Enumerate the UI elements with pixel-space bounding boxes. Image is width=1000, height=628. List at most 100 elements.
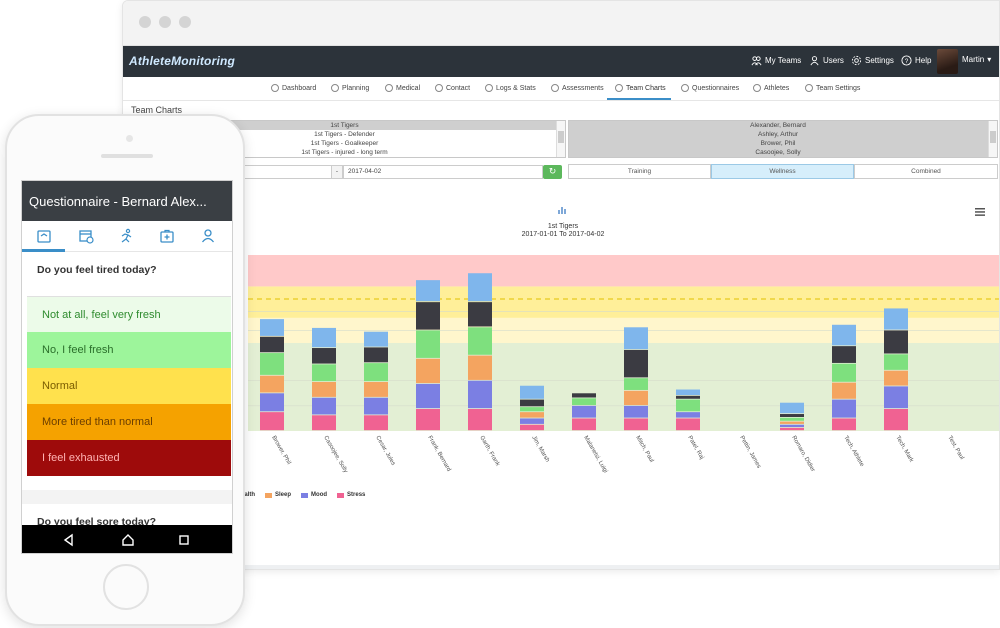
bar-segment[interactable] (312, 327, 336, 348)
medkit-icon[interactable] (159, 228, 175, 244)
nav-help[interactable]: ? Help (901, 55, 931, 66)
athlete-select-list[interactable]: Alexander, Bernard Ashley, Arthur Brower… (568, 120, 998, 158)
bar-segment[interactable] (884, 370, 908, 386)
back-icon[interactable] (62, 533, 76, 547)
tab-assessments[interactable]: Assessments (551, 84, 604, 92)
bar-segment[interactable] (520, 418, 544, 424)
bar-segment[interactable] (364, 415, 388, 431)
bar-segment[interactable] (624, 390, 648, 406)
bar-segment[interactable] (312, 397, 336, 415)
tab-medical[interactable]: Medical (385, 84, 420, 92)
team-option[interactable]: 1st Tigers (124, 121, 565, 130)
bar-segment[interactable] (780, 414, 804, 417)
answer-option[interactable]: Not at all, feel very fresh (27, 296, 231, 332)
segment-training[interactable]: Training (568, 164, 711, 179)
bar-segment[interactable] (780, 424, 804, 428)
tab-logs-stats[interactable]: Logs & Stats (485, 84, 536, 92)
bar-segment[interactable] (260, 353, 284, 375)
nav-settings[interactable]: Settings (851, 55, 894, 66)
bar-segment[interactable] (624, 327, 648, 350)
bar-segment[interactable] (572, 393, 596, 398)
bar-segment[interactable] (260, 319, 284, 336)
team-option[interactable]: 1st Tigers - Defender (314, 131, 375, 138)
bar-segment[interactable] (572, 405, 596, 418)
bar-segment[interactable] (260, 412, 284, 431)
segment-wellness[interactable]: Wellness (711, 164, 854, 179)
nav-users[interactable]: Users (809, 55, 844, 66)
bar-segment[interactable] (520, 412, 544, 418)
bar-segment[interactable] (312, 364, 336, 382)
date-to-input[interactable]: 2017-04-02 (343, 165, 543, 179)
tab-contact[interactable]: Contact (435, 84, 470, 92)
legend-item[interactable]: Stress (337, 492, 365, 498)
answer-option[interactable]: More tired than normal (27, 404, 231, 440)
bar-segment[interactable] (468, 355, 492, 380)
scale-icon[interactable] (36, 228, 52, 244)
window-close-dot[interactable] (139, 16, 151, 28)
athlete-option[interactable]: Ashley, Arthur (569, 130, 997, 139)
answer-option[interactable]: Normal (27, 368, 231, 404)
bar-segment[interactable] (468, 302, 492, 327)
person-icon[interactable] (200, 228, 216, 244)
bar-segment[interactable] (364, 347, 388, 363)
home-icon[interactable] (121, 533, 135, 547)
tab-questionnaires[interactable]: Questionnaires (681, 84, 739, 92)
bar-segment[interactable] (780, 421, 804, 424)
tab-athletes[interactable]: Athletes (753, 84, 789, 92)
bar-segment[interactable] (884, 409, 908, 431)
athlete-option[interactable]: Alexander, Bernard (569, 121, 997, 130)
bar-segment[interactable] (416, 330, 440, 358)
bar-segment[interactable] (780, 417, 804, 421)
legend-item[interactable]: Mood (301, 492, 327, 498)
bar-segment[interactable] (832, 418, 856, 431)
team-option[interactable]: 1st Tigers - Goalkeeper (310, 140, 379, 147)
team-option[interactable]: 1st Tigers - injured - long term (301, 149, 388, 156)
athlete-list-scrollbar[interactable] (988, 121, 997, 157)
bar-segment[interactable] (468, 380, 492, 409)
bar-segment[interactable] (624, 418, 648, 431)
bar-segment[interactable] (312, 348, 336, 364)
refresh-button[interactable]: ↻ (543, 165, 562, 179)
bar-segment[interactable] (364, 331, 388, 347)
bar-segment[interactable] (520, 399, 544, 407)
bar-segment[interactable] (260, 375, 284, 393)
bar-segment[interactable] (572, 398, 596, 406)
nav-my-teams[interactable]: My Teams (751, 55, 801, 66)
bar-segment[interactable] (312, 381, 336, 397)
bar-segment[interactable] (416, 358, 440, 384)
legend-item[interactable]: Sleep (265, 492, 291, 498)
tab-team-settings[interactable]: Team Settings (805, 84, 860, 92)
bar-segment[interactable] (832, 346, 856, 363)
window-minimize-dot[interactable] (159, 16, 171, 28)
athlete-option[interactable]: Casoojee, Solly (569, 148, 997, 157)
bar-segment[interactable] (364, 381, 388, 397)
bar-segment[interactable] (780, 427, 804, 431)
legend-item[interactable]: ealth (241, 492, 255, 498)
segment-combined[interactable]: Combined (854, 164, 998, 179)
runner-icon[interactable] (118, 228, 134, 244)
bar-segment[interactable] (884, 330, 908, 354)
bar-segment[interactable] (676, 418, 700, 431)
athlete-option[interactable]: Brower, Phil (569, 139, 997, 148)
tab-dashboard[interactable]: Dashboard (271, 84, 316, 92)
bar-segment[interactable] (260, 336, 284, 353)
hamburger-menu-icon[interactable] (975, 208, 985, 216)
bar-segment[interactable] (884, 386, 908, 409)
bar-segment[interactable] (832, 363, 856, 382)
bar-segment[interactable] (468, 409, 492, 431)
bar-segment[interactable] (572, 418, 596, 431)
bar-segment[interactable] (416, 409, 440, 431)
answer-option[interactable]: No, I feel fresh (27, 332, 231, 368)
tab-team-charts[interactable]: Team Charts (615, 84, 666, 92)
bar-segment[interactable] (624, 405, 648, 418)
bar-segment[interactable] (676, 395, 700, 399)
bar-segment[interactable] (520, 407, 544, 412)
bar-segment[interactable] (468, 327, 492, 355)
bar-segment[interactable] (832, 324, 856, 346)
bar-segment[interactable] (312, 415, 336, 431)
bar-segment[interactable] (520, 385, 544, 399)
team-list-scrollbar[interactable] (556, 121, 565, 157)
bar-segment[interactable] (676, 389, 700, 395)
bar-segment[interactable] (520, 424, 544, 431)
tab-planning[interactable]: Planning (331, 84, 369, 92)
